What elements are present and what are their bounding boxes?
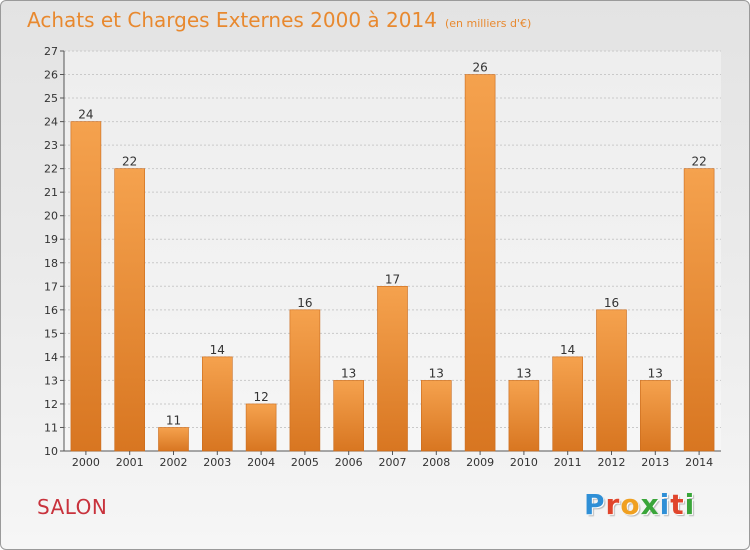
bar-2006 — [333, 380, 365, 452]
x-tick-label-2002: 2002 — [160, 456, 188, 469]
y-tick-label: 26 — [44, 69, 58, 82]
x-tick-label-2006: 2006 — [335, 456, 363, 469]
data-label-2003: 14 — [210, 343, 225, 357]
data-label-2002: 11 — [166, 413, 181, 427]
y-tick-label: 22 — [44, 163, 58, 176]
logo-letter: i — [684, 488, 696, 521]
y-tick-label: 24 — [44, 116, 58, 129]
y-tick-label: 16 — [44, 304, 58, 317]
bar-2007 — [377, 285, 408, 452]
y-tick-label: 11 — [44, 421, 58, 434]
x-tick-label-2010: 2010 — [510, 456, 538, 469]
data-label-2004: 12 — [253, 390, 268, 404]
bar-2011 — [552, 356, 584, 452]
data-label-2007: 17 — [385, 272, 400, 286]
logo-letter: t — [670, 488, 685, 521]
x-tick-label-2000: 2000 — [72, 456, 100, 469]
bar-2000 — [70, 121, 102, 452]
bar-2012 — [596, 309, 627, 452]
y-tick-label: 17 — [44, 280, 58, 293]
x-tick-label-2005: 2005 — [291, 456, 319, 469]
chart-subtitle: (en milliers d'€) — [444, 17, 532, 30]
x-tick-label-2001: 2001 — [116, 456, 144, 469]
y-tick-label: 23 — [44, 139, 58, 152]
bar-2003 — [202, 356, 233, 452]
y-tick-label: 27 — [44, 45, 58, 58]
x-tick-label-2009: 2009 — [466, 456, 494, 469]
x-tick-label-2013: 2013 — [641, 456, 669, 469]
data-label-2013: 13 — [648, 366, 663, 380]
y-tick-label: 14 — [44, 351, 58, 364]
x-tick-label-2014: 2014 — [685, 456, 713, 469]
data-label-2009: 26 — [472, 61, 487, 75]
bar-2014 — [683, 168, 715, 452]
y-tick-label: 13 — [44, 374, 58, 387]
x-tick-label-2003: 2003 — [203, 456, 231, 469]
y-tick-label: 25 — [44, 92, 58, 105]
data-label-2011: 14 — [560, 343, 575, 357]
logo-letter: P — [584, 488, 606, 521]
logo-letter: i — [659, 488, 671, 521]
data-label-2000: 24 — [78, 108, 93, 122]
logo-letter: o — [620, 488, 641, 521]
bar-2009 — [464, 74, 496, 452]
y-tick-label: 15 — [44, 327, 58, 340]
bar-2001 — [114, 168, 145, 452]
city-name: SALON — [37, 495, 108, 519]
x-tick-label-2012: 2012 — [598, 456, 626, 469]
data-label-2006: 13 — [341, 366, 356, 380]
bar-2013 — [639, 380, 671, 452]
data-label-2008: 13 — [429, 366, 444, 380]
y-tick-label: 19 — [44, 233, 58, 246]
data-label-2001: 22 — [122, 155, 137, 169]
x-tick-label-2004: 2004 — [247, 456, 275, 469]
logo-letter: x — [640, 488, 660, 521]
bar-2010 — [508, 380, 540, 452]
x-tick-label-2011: 2011 — [554, 456, 582, 469]
bar-2004 — [245, 403, 277, 452]
y-tick-label: 10 — [44, 445, 58, 458]
proxiti-logo: Proxiti — [584, 488, 695, 521]
data-label-2005: 16 — [297, 296, 312, 310]
x-tick-label-2007: 2007 — [379, 456, 407, 469]
bar-2002 — [158, 427, 189, 452]
chart-title-text: Achats et Charges Externes 2000 à 2014 — [27, 8, 437, 32]
y-tick-label: 20 — [44, 210, 58, 223]
data-label-2012: 16 — [604, 296, 619, 310]
bar-2005 — [289, 309, 321, 452]
chart-title: Achats et Charges Externes 2000 à 2014 (e… — [27, 8, 531, 32]
y-tick-label: 12 — [44, 398, 58, 411]
y-tick-label: 18 — [44, 257, 58, 270]
logo-letter: r — [605, 488, 621, 521]
y-tick-label: 21 — [44, 186, 58, 199]
bar-2008 — [420, 380, 452, 452]
data-label-2010: 13 — [516, 366, 531, 380]
data-label-2014: 22 — [691, 155, 706, 169]
x-tick-label-2008: 2008 — [422, 456, 450, 469]
